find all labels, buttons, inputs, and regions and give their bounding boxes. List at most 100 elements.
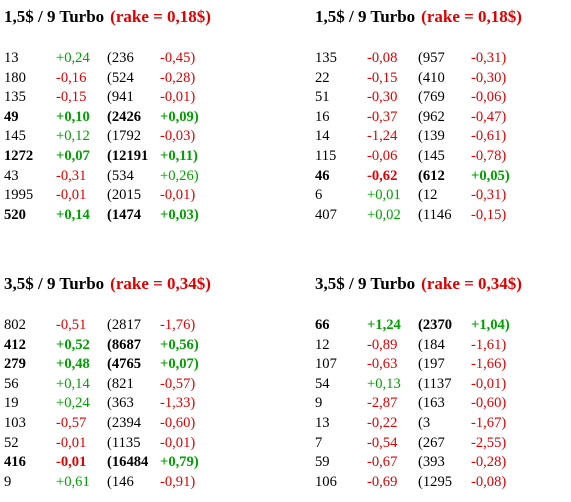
- total-result-cell: -0,45): [160, 50, 196, 66]
- total-cell: (612: [418, 167, 445, 184]
- stats-row: 412 +0,52 (8687 +0,56): [4, 336, 274, 356]
- block-title-label: 3,5$ / 9 Turbo: [4, 274, 105, 293]
- stats-row: 279 +0,48 (4765 +0,07): [4, 355, 274, 375]
- total-result-cell: -0,01): [160, 89, 196, 106]
- result-cell: -0,22: [367, 414, 398, 431]
- total-result-cell: +0,56): [160, 336, 199, 353]
- total-result-cell: +0,09): [160, 108, 199, 125]
- result-cell: -0,69: [367, 473, 398, 490]
- stats-row: 180 -0,16 (524 -0,28): [4, 69, 274, 89]
- count-cell: 51: [315, 89, 330, 106]
- stats-row: 49 +0,10 (2426 +0,09): [4, 108, 274, 128]
- stats-block-4: 3,5$ / 9 Turbo (rake = 0,34$) 66 +1,24 (237…: [315, 274, 571, 492]
- total-cell: (2426: [107, 108, 142, 125]
- count-cell: 412: [4, 336, 26, 353]
- result-cell: -1,24: [367, 128, 398, 145]
- total-cell: (184: [418, 336, 445, 353]
- count-cell: 6: [315, 187, 323, 204]
- stats-row: 1272 +0,07 (12191 +0,11): [4, 147, 274, 167]
- count-cell: 407: [315, 206, 337, 223]
- stats-row: 145 +0,12 (1792 -0,03): [4, 127, 274, 147]
- stats-row: 56 +0,14 (821 -0,57): [4, 375, 274, 395]
- total-cell: (12: [418, 187, 438, 204]
- result-cell: +0,13: [367, 375, 401, 392]
- result-cell: -0,54: [367, 434, 398, 451]
- stats-row: 103 -0,57 (2394 -0,60): [4, 414, 274, 434]
- total-result-cell: +1,04): [471, 317, 510, 333]
- total-cell: (236: [107, 50, 134, 66]
- total-cell: (12191: [107, 147, 149, 164]
- total-cell: (1474: [107, 206, 142, 223]
- count-cell: 520: [4, 206, 26, 223]
- total-result-cell: -0,31): [471, 50, 507, 66]
- stats-row: 13 +0,24 (236 -0,45): [4, 49, 274, 69]
- count-cell: 46: [315, 167, 330, 184]
- stats-block-2: 1,5$ / 9 Turbo (rake = 0,18$) 135 -0,08 (95…: [315, 7, 571, 225]
- total-result-cell: -0,30): [471, 69, 507, 86]
- total-cell: (2394: [107, 414, 142, 431]
- result-cell: -0,57: [56, 414, 87, 431]
- result-cell: +0,01: [367, 187, 401, 204]
- stats-row: 46 -0,62 (612 +0,05): [315, 167, 571, 187]
- total-cell: (2370: [418, 317, 453, 333]
- total-result-cell: -0,78): [471, 147, 507, 164]
- stats-row: 135 -0,08 (957 -0,31): [315, 49, 571, 69]
- count-cell: 16: [315, 108, 330, 125]
- count-cell: 1272: [4, 147, 34, 164]
- block-title: 3,5$ / 9 Turbo (rake = 0,34$): [4, 274, 274, 294]
- stats-row: 520 +0,14 (1474 +0,03): [4, 206, 274, 226]
- total-result-cell: -0,57): [160, 375, 196, 392]
- result-cell: +0,14: [56, 375, 90, 392]
- count-cell: 106: [315, 473, 337, 490]
- block-title-label: 1,5$ / 9 Turbo: [4, 7, 105, 26]
- total-result-cell: -0,08): [471, 473, 507, 490]
- total-cell: (524: [107, 69, 134, 86]
- stats-row: 407 +0,02 (1146 -0,15): [315, 206, 571, 226]
- total-cell: (1146: [418, 206, 452, 223]
- total-result-cell: -2,55): [471, 434, 507, 451]
- total-result-cell: -0,01): [471, 375, 507, 392]
- stats-row: 51 -0,30 (769 -0,06): [315, 88, 571, 108]
- total-cell: (2817: [107, 317, 142, 333]
- result-cell: -0,51: [56, 317, 87, 333]
- total-result-cell: +0,07): [160, 356, 199, 373]
- stats-row: 12 -0,89 (184 -1,61): [315, 336, 571, 356]
- count-cell: 135: [4, 89, 26, 106]
- total-result-cell: +0,26): [160, 167, 199, 184]
- total-result-cell: -0,06): [471, 89, 507, 106]
- total-cell: (410: [418, 69, 445, 86]
- result-cell: -0,63: [367, 356, 398, 373]
- block-title-label: 1,5$ / 9 Turbo: [315, 7, 416, 26]
- total-cell: (393: [418, 454, 445, 471]
- total-cell: (534: [107, 167, 134, 184]
- total-cell: (1137: [418, 375, 452, 392]
- stats-row: 59 -0,67 (393 -0,28): [315, 453, 571, 473]
- result-cell: +0,10: [56, 108, 90, 125]
- stats-row: 9 -2,87 (163 -0,60): [315, 394, 571, 414]
- total-result-cell: -0,03): [160, 128, 196, 145]
- total-result-cell: -1,66): [471, 356, 507, 373]
- total-result-cell: +0,03): [160, 206, 199, 223]
- count-cell: 135: [315, 50, 337, 66]
- count-cell: 13: [4, 50, 19, 66]
- total-cell: (957: [418, 50, 445, 66]
- total-result-cell: +0,11): [160, 147, 198, 164]
- total-result-cell: -0,60): [471, 395, 507, 412]
- count-cell: 115: [315, 147, 337, 164]
- stats-row: 7 -0,54 (267 -2,55): [315, 434, 571, 454]
- total-result-cell: +0,05): [471, 167, 510, 184]
- total-cell: (4765: [107, 356, 142, 373]
- count-cell: 54: [315, 375, 330, 392]
- result-cell: -0,16: [56, 69, 87, 86]
- count-cell: 416: [4, 454, 26, 471]
- rake-label: (rake = 0,18$): [421, 7, 522, 26]
- count-cell: 103: [4, 414, 26, 431]
- total-cell: (962: [418, 108, 445, 125]
- total-cell: (197: [418, 356, 445, 373]
- result-cell: -0,89: [367, 336, 398, 353]
- result-cell: -0,01: [56, 187, 87, 204]
- total-cell: (163: [418, 395, 445, 412]
- result-cell: -0,06: [367, 147, 398, 164]
- count-cell: 9: [315, 395, 323, 412]
